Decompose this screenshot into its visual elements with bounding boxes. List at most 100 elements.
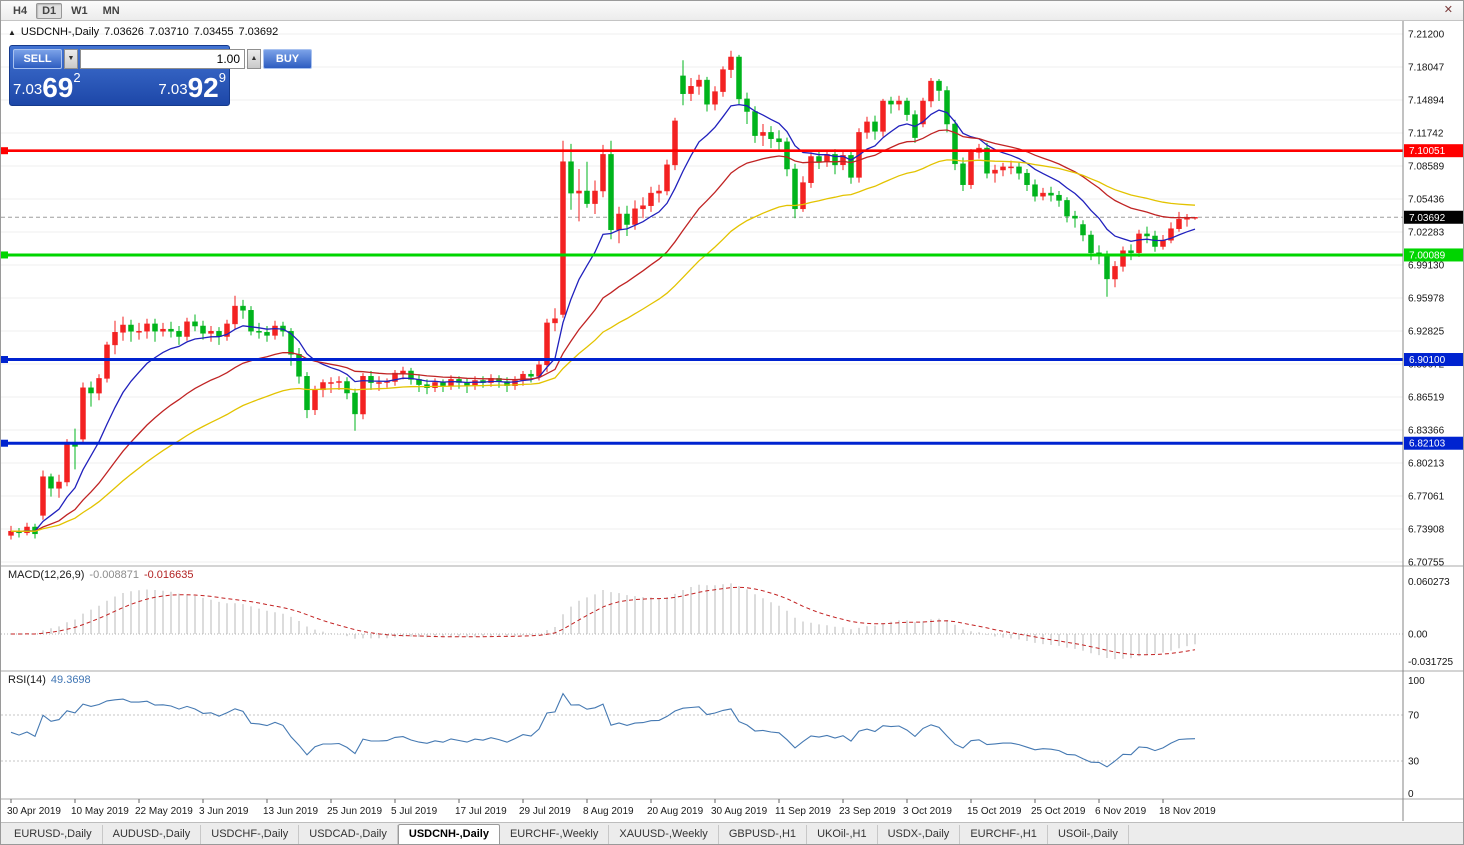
svg-text:0: 0: [1408, 789, 1414, 800]
tab-ukoil-h1[interactable]: UKOil-,H1: [807, 825, 878, 844]
svg-text:6.77061: 6.77061: [1408, 491, 1445, 502]
svg-text:7.00089: 7.00089: [1409, 250, 1446, 261]
svg-text:25 Oct 2019: 25 Oct 2019: [1031, 806, 1086, 817]
macd-main-value: -0.008871: [89, 569, 139, 581]
ohlc-close: 7.03692: [238, 26, 279, 38]
horizontal-line-6.90100[interactable]: [1, 356, 1403, 364]
tab-eurusd-daily[interactable]: EURUSD-,Daily: [4, 825, 103, 844]
sell-price-sup: 2: [73, 70, 81, 85]
volume-increase-button[interactable]: ▲: [247, 49, 261, 69]
svg-text:18 Nov 2019: 18 Nov 2019: [1159, 806, 1216, 817]
horizontal-line-7.10051[interactable]: [1, 147, 1403, 155]
rsi-value: 49.3698: [50, 674, 91, 686]
svg-text:13 Jun 2019: 13 Jun 2019: [263, 806, 318, 817]
macd-histogram: [18, 583, 1196, 660]
svg-text:-0.031725: -0.031725: [1408, 657, 1453, 668]
ma-line-45: [11, 159, 1196, 532]
current-price-tag: 7.03692: [1404, 210, 1463, 224]
timeframe-button-d1[interactable]: D1: [36, 2, 63, 19]
tab-eurchf-h1[interactable]: EURCHF-,H1: [960, 825, 1048, 844]
timeframe-button-w1[interactable]: W1: [71, 4, 88, 17]
ohlc-open: 7.03626: [104, 26, 144, 38]
svg-text:11 Sep 2019: 11 Sep 2019: [775, 806, 831, 817]
tab-usoil-daily[interactable]: USOil-,Daily: [1048, 825, 1129, 844]
sell-price[interactable]: 7.03 69 2: [13, 70, 81, 103]
tab-xauusd-weekly[interactable]: XAUUSD-,Weekly: [609, 825, 719, 844]
svg-text:7.14894: 7.14894: [1408, 96, 1445, 107]
svg-text:7.05436: 7.05436: [1408, 194, 1445, 205]
chart-tabs: EURUSD-,Daily AUDUSD-,Daily USDCHF-,Daily U…: [1, 822, 1463, 844]
timeframe-button-mn[interactable]: MN: [102, 4, 120, 17]
date-axis: 30 Apr 2019 10 May 2019 22 May 2019 3 Jun 2…: [7, 799, 1216, 817]
tab-gbpusd-h1[interactable]: GBPUSD-,H1: [719, 825, 808, 844]
close-icon[interactable]: ✕: [1443, 4, 1453, 16]
horizontal-line-6.82103[interactable]: [1, 439, 1403, 447]
svg-text:6.73908: 6.73908: [1408, 524, 1445, 535]
rsi-line: [10, 692, 1196, 768]
tab-usdchf-daily[interactable]: USDCHF-,Daily: [201, 825, 300, 844]
horizontal-line-7.00089[interactable]: [1, 251, 1403, 259]
svg-text:0.060273: 0.060273: [1408, 577, 1450, 588]
svg-text:6.90100: 6.90100: [1409, 355, 1446, 366]
svg-text:3 Oct 2019: 3 Oct 2019: [903, 806, 952, 817]
svg-text:25 Jun 2019: 25 Jun 2019: [327, 806, 382, 817]
candles: [8, 50, 1198, 540]
svg-text:6.83366: 6.83366: [1408, 426, 1445, 437]
ma-line-25: [10, 129, 1195, 532]
svg-text:7.10051: 7.10051: [1409, 146, 1446, 157]
svg-text:17 Jul 2019: 17 Jul 2019: [455, 806, 507, 817]
buy-price-big: 92: [187, 72, 219, 103]
svg-text:7.11742: 7.11742: [1408, 128, 1444, 139]
buy-price[interactable]: 7.03 92 9: [158, 70, 226, 103]
buy-price-prefix: 7.03: [158, 81, 188, 98]
tab-usdx-daily[interactable]: USDX-,Daily: [878, 825, 961, 844]
price-tag-7.10051: 7.10051: [1404, 144, 1463, 158]
tab-usdcad-daily[interactable]: USDCAD-,Daily: [299, 825, 398, 844]
volume-input[interactable]: [80, 49, 245, 69]
macd-axis-labels: 0.060273 0.00 -0.031725: [1408, 577, 1453, 668]
svg-text:30: 30: [1408, 757, 1420, 768]
rsi-axis-labels: 100 70 30 0: [1408, 676, 1425, 800]
rsi-name: RSI(14): [8, 674, 46, 686]
svg-text:7.02283: 7.02283: [1408, 228, 1445, 239]
svg-text:8 Aug 2019: 8 Aug 2019: [583, 806, 634, 817]
rsi-label: RSI(14) 49.3698: [8, 674, 91, 686]
svg-text:6.70755: 6.70755: [1408, 558, 1445, 569]
svg-text:7.21200: 7.21200: [1408, 30, 1445, 41]
macd-signal-value: -0.016635: [143, 569, 194, 581]
tab-audusd-daily[interactable]: AUDUSD-,Daily: [103, 825, 202, 844]
buy-button[interactable]: BUY: [263, 49, 312, 69]
sell-button[interactable]: SELL: [13, 49, 62, 69]
svg-text:7.08589: 7.08589: [1408, 161, 1445, 172]
svg-text:6.95978: 6.95978: [1408, 293, 1445, 304]
price-tag-6.90100: 6.90100: [1404, 353, 1463, 367]
svg-text:6.86519: 6.86519: [1408, 393, 1445, 404]
svg-text:30 Apr 2019: 30 Apr 2019: [7, 806, 61, 817]
svg-text:5 Jul 2019: 5 Jul 2019: [391, 806, 438, 817]
macd-label: MACD(12,26,9) -0.008871 -0.016635: [8, 569, 194, 581]
svg-text:6.92825: 6.92825: [1408, 326, 1445, 337]
svg-text:10 May 2019: 10 May 2019: [71, 806, 129, 817]
price-gridlines: [1, 33, 1403, 563]
tab-eurchf-weekly[interactable]: EURCHF-,Weekly: [500, 825, 610, 844]
chart-info-line: ▲ USDCNH-,Daily 7.03626 7.03710 7.03455 7.036…: [8, 26, 283, 38]
chart-background: [1, 20, 1463, 844]
price-tag-6.82103: 6.82103: [1404, 436, 1463, 450]
tab-usdcnh-daily[interactable]: USDCNH-,Daily: [397, 824, 500, 844]
macd-signal-line: [11, 586, 1196, 656]
svg-text:6.99130: 6.99130: [1408, 261, 1445, 272]
svg-text:6 Nov 2019: 6 Nov 2019: [1095, 806, 1147, 817]
svg-text:6.80213: 6.80213: [1408, 459, 1445, 470]
timeframe-button-h4[interactable]: H4: [13, 4, 28, 17]
volume-decrease-button[interactable]: ▼: [64, 49, 78, 69]
macd-name: MACD(12,26,9): [8, 569, 85, 581]
ohlc-low: 7.03455: [193, 26, 234, 38]
toolbar: H4 D1 W1 MN ✕: [1, 1, 1463, 21]
sell-price-prefix: 7.03: [13, 81, 43, 98]
svg-text:7.18047: 7.18047: [1408, 63, 1445, 74]
collapse-panel-icon[interactable]: ▲: [8, 28, 16, 37]
timeframe-group: H4 D1 W1 MN: [7, 2, 126, 19]
